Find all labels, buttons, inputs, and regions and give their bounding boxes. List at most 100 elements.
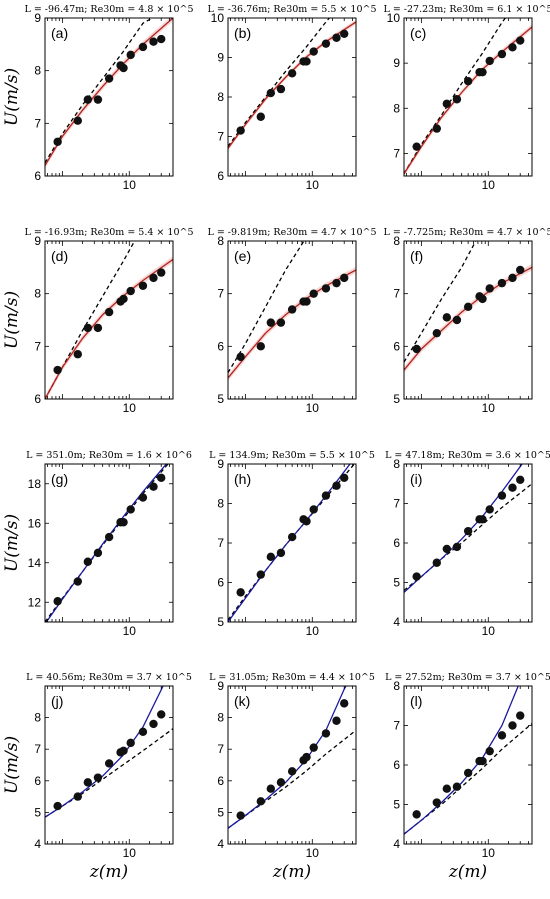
data-point	[83, 323, 93, 333]
y-tick-label: 4	[34, 837, 41, 851]
data-point	[452, 782, 462, 791]
y-tick-label: 6	[34, 169, 41, 183]
data-point	[266, 318, 276, 327]
y-tick-label: 8	[393, 101, 400, 115]
data-point	[340, 699, 349, 708]
data-point	[463, 526, 473, 536]
data-point	[442, 784, 452, 793]
data-point	[53, 801, 62, 811]
data-point	[485, 746, 494, 756]
y-tick-label: 5	[34, 805, 41, 819]
y-axis-label: U(m/s)	[2, 68, 22, 126]
data-point	[73, 350, 82, 359]
y-tick-label: 8	[217, 497, 224, 511]
data-point	[412, 142, 421, 151]
y-tick-label: 7	[34, 339, 41, 353]
plot-area	[45, 18, 173, 169]
axes-frame	[403, 240, 533, 400]
data-point	[332, 278, 341, 288]
y-tick-label: 7	[217, 536, 224, 550]
data-point	[432, 328, 441, 338]
data-point	[126, 286, 135, 296]
data-point	[516, 475, 525, 484]
y-tick-label: 7	[393, 497, 400, 511]
y-tick-label: 4	[217, 837, 224, 851]
data-point	[287, 305, 297, 314]
data-point	[157, 268, 166, 277]
neutral-log-law-line	[404, 18, 506, 175]
y-tick-label: 4	[393, 615, 400, 629]
data-point	[442, 313, 452, 322]
data-point	[478, 756, 487, 766]
data-point	[119, 518, 128, 527]
data-point	[309, 47, 318, 56]
y-tick-label: 16	[28, 516, 42, 530]
data-point	[332, 716, 341, 725]
data-point	[508, 43, 517, 52]
data-point	[256, 570, 265, 579]
stability-corrected-fit-line	[45, 464, 168, 622]
data-point	[340, 273, 349, 283]
panel-title: L = 47.18m; Re30m = 3.6 × 10^5	[385, 450, 550, 461]
data-point	[276, 778, 286, 787]
data-point	[126, 50, 135, 60]
panel-k: 10 4 5 6 7 8 9 (k) L = 31.05m; Re30m = 4.4 × 10^…	[209, 672, 375, 860]
data-point	[93, 773, 103, 782]
plot-area	[404, 18, 532, 176]
data-point	[302, 517, 311, 526]
data-point	[452, 542, 462, 552]
data-point	[432, 124, 441, 133]
x-tick-label: 10	[306, 624, 320, 638]
stability-corrected-fit-line	[45, 258, 173, 399]
panel-e: 10 5 6 7 8 (e) L = -9.819m; Re30m = 4.7 × 10^5	[207, 227, 376, 415]
panel-label: (h)	[234, 471, 251, 487]
panel-label: (i)	[410, 471, 422, 487]
data-point	[321, 729, 331, 738]
y-tick-label: 5	[393, 392, 400, 406]
data-point	[138, 727, 148, 737]
y-tick-label: 7	[34, 742, 41, 756]
x-axis-label: z(m)	[272, 862, 311, 882]
panel-title: L = 134.9m; Re30m = 5.5 × 10^5	[209, 450, 375, 461]
data-point	[157, 473, 166, 483]
y-axis-label: U(m/s)	[2, 291, 22, 349]
data-point	[236, 588, 245, 597]
data-point	[104, 532, 114, 542]
y-tick-label: 9	[393, 56, 400, 70]
data-point	[53, 597, 62, 606]
panel-title: L = -36.76m; Re30m = 5.5 × 10^5	[207, 4, 376, 15]
data-point	[256, 112, 265, 121]
stability-corrected-fit-line	[404, 686, 519, 835]
data-point	[266, 88, 276, 98]
data-point	[485, 284, 494, 293]
y-tick-label: 5	[393, 798, 400, 812]
y-tick-label: 8	[393, 234, 400, 248]
data-point	[236, 811, 245, 820]
y-tick-label: 8	[217, 234, 224, 248]
panel-title: L = -7.725m; Re30m = 4.7 × 10^5	[383, 227, 550, 238]
data-point	[309, 743, 318, 752]
data-point	[266, 552, 276, 562]
data-point	[276, 84, 286, 94]
data-point	[412, 572, 421, 581]
data-point	[126, 738, 135, 748]
y-tick-label: 6	[217, 576, 224, 590]
panel-f: 10 5 6 7 8 (f) L = -7.725m; Re30m = 4.7 × 10^5	[383, 227, 550, 415]
panel-i: 10 4 5 6 7 8 (i) L = 47.18m; Re30m = 3.6 × 10^5	[385, 450, 550, 638]
panel-label: (g)	[51, 471, 68, 487]
data-point	[497, 491, 507, 500]
panel-title: L = -27.23m; Re30m = 6.1 × 10^5	[383, 4, 550, 15]
data-point	[321, 39, 331, 48]
neutral-log-law-line	[45, 728, 173, 818]
x-tick-label: 10	[123, 178, 137, 192]
data-point	[73, 792, 82, 801]
y-tick-label: 8	[393, 457, 400, 471]
plot-area	[404, 241, 532, 374]
data-point	[149, 273, 158, 283]
panel-title: L = 31.05m; Re30m = 4.4 × 10^5	[209, 672, 375, 683]
y-tick-label: 8	[34, 64, 41, 78]
y-tick-label: 8	[34, 287, 41, 301]
axes-frame	[227, 240, 357, 400]
data-point	[485, 505, 494, 514]
